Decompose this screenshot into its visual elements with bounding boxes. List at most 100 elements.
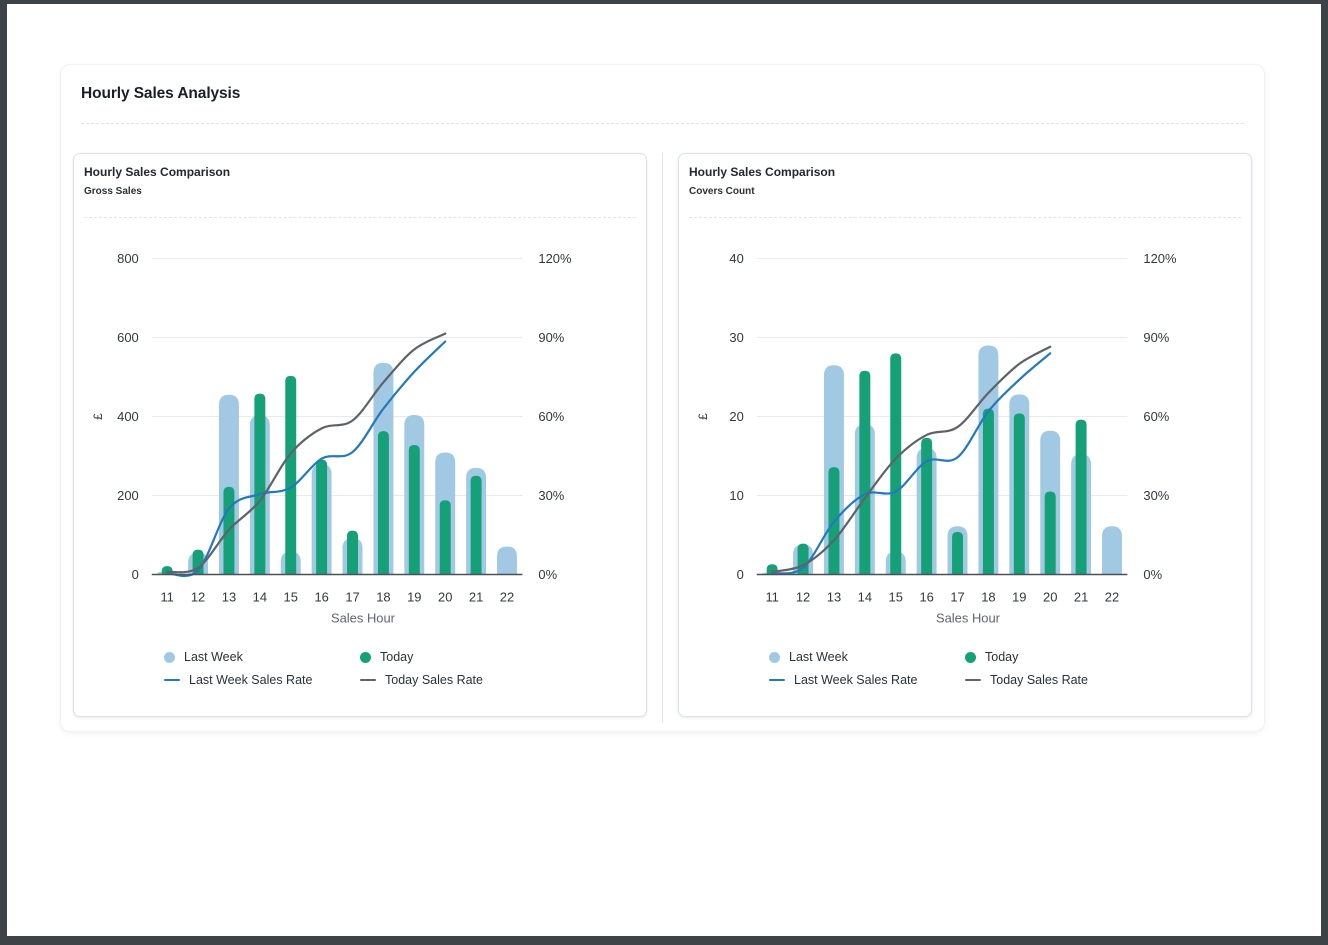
line-last-week-sales-rate[interactable] xyxy=(771,352,1052,575)
bar[interactable] xyxy=(347,530,359,575)
legend-label: Today Sales Rate xyxy=(385,673,483,687)
legend-item-today-sales-rate[interactable]: Today Sales Rate xyxy=(965,672,1161,688)
gross-sales-card: Hourly Sales Comparison Gross Sales 0 200… xyxy=(73,153,647,717)
legend-item-today[interactable]: Today xyxy=(360,649,556,665)
svg-text:13: 13 xyxy=(827,589,841,604)
svg-text:600: 600 xyxy=(117,330,139,345)
svg-text:13: 13 xyxy=(222,589,236,604)
bar[interactable] xyxy=(285,375,297,575)
legend-label: Today xyxy=(985,650,1019,664)
legend-circle-last-week-icon xyxy=(164,651,175,663)
legend-label: Today xyxy=(380,650,414,664)
legend-item-last-week-sales-rate[interactable]: Last Week Sales Rate xyxy=(769,672,965,688)
svg-text:21: 21 xyxy=(469,589,483,604)
legend-label: Last Week Sales Rate xyxy=(189,673,313,687)
svg-text:21: 21 xyxy=(1074,589,1088,604)
title-divider xyxy=(81,123,1244,124)
x-axis: 11 12 13 14 15 16 17 18 19 20 21 22 xyxy=(765,589,1119,604)
svg-text:17: 17 xyxy=(950,589,964,604)
covers-count-card-header: Hourly Sales Comparison Covers Count xyxy=(679,154,1251,199)
svg-text:120%: 120% xyxy=(538,251,572,266)
svg-text:11: 11 xyxy=(160,589,173,604)
svg-text:30%: 30% xyxy=(538,488,564,503)
line-today-sales-rate[interactable] xyxy=(166,332,447,574)
legend-label: Last Week xyxy=(789,650,848,664)
legend-item-last-week[interactable]: Last Week xyxy=(164,649,360,665)
bar-series-today[interactable] xyxy=(766,353,1087,575)
bar[interactable] xyxy=(316,459,328,575)
line-today-sales-rate[interactable] xyxy=(771,345,1052,573)
y-axis-left: 0 200 400 600 800 xyxy=(117,251,139,582)
bar[interactable] xyxy=(497,546,517,575)
bar[interactable] xyxy=(408,444,420,575)
svg-text:20: 20 xyxy=(438,589,452,604)
legend-circle-today-icon xyxy=(965,651,976,663)
bar[interactable] xyxy=(254,393,266,575)
legend-item-last-week-sales-rate[interactable]: Last Week Sales Rate xyxy=(164,672,360,688)
svg-text:20: 20 xyxy=(729,409,743,424)
legend-item-last-week[interactable]: Last Week xyxy=(769,649,965,665)
svg-text:19: 19 xyxy=(1012,589,1026,604)
bar-series-today[interactable] xyxy=(161,375,482,575)
svg-text:18: 18 xyxy=(376,589,390,604)
bar[interactable] xyxy=(1044,491,1056,575)
grid xyxy=(756,258,1128,496)
bar[interactable] xyxy=(439,500,451,575)
svg-text:800: 800 xyxy=(117,251,139,266)
svg-text:10: 10 xyxy=(729,488,743,503)
svg-text:16: 16 xyxy=(314,589,328,604)
bar-series-last-week[interactable] xyxy=(157,362,517,575)
card-divider xyxy=(84,217,636,218)
svg-text:40: 40 xyxy=(729,251,743,266)
covers-count-legend: Last Week Today Last Week Sales Rate Tod… xyxy=(679,649,1251,688)
svg-text:20: 20 xyxy=(1043,589,1057,604)
legend-line-last-week-rate-icon xyxy=(769,678,785,682)
legend-line-today-rate-icon xyxy=(360,678,376,682)
x-axis-title: Sales Hour xyxy=(936,610,1001,625)
legend-circle-last-week-icon xyxy=(769,651,780,663)
bar[interactable] xyxy=(859,370,871,575)
legend-circle-today-icon xyxy=(360,651,371,663)
bar[interactable] xyxy=(1102,526,1122,575)
svg-text:60%: 60% xyxy=(1143,409,1169,424)
svg-text:90%: 90% xyxy=(538,330,564,345)
chart-title: Hourly Sales Comparison xyxy=(84,165,231,179)
line-last-week-sales-rate[interactable] xyxy=(166,340,447,578)
svg-text:0: 0 xyxy=(737,567,744,582)
svg-text:12: 12 xyxy=(796,589,810,604)
svg-text:200: 200 xyxy=(117,488,139,503)
svg-text:30: 30 xyxy=(729,330,743,345)
svg-text:14: 14 xyxy=(858,589,872,604)
bar[interactable] xyxy=(1013,413,1025,575)
svg-text:0%: 0% xyxy=(1143,567,1162,582)
bar[interactable] xyxy=(952,531,964,575)
page-background: Hourly Sales Analysis Hourly Sales Compa… xyxy=(7,4,1321,936)
bar[interactable] xyxy=(1075,419,1087,575)
chart-title: Hourly Sales Comparison xyxy=(689,165,836,179)
svg-text:0: 0 xyxy=(132,567,139,582)
legend-line-today-rate-icon xyxy=(965,678,981,682)
svg-text:19: 19 xyxy=(407,589,421,604)
svg-text:22: 22 xyxy=(500,589,514,604)
bar[interactable] xyxy=(890,353,902,575)
legend-item-today-sales-rate[interactable]: Today Sales Rate xyxy=(360,672,556,688)
svg-text:60%: 60% xyxy=(538,409,564,424)
legend-item-today[interactable]: Today xyxy=(965,649,1161,665)
y-axis-left: 0 10 20 30 40 xyxy=(729,251,743,582)
y-axis-right: 0% 30% 60% 90% 120% xyxy=(538,251,572,582)
bar[interactable] xyxy=(470,475,482,575)
chart-subtitle: Covers Count xyxy=(689,186,755,197)
cards-divider xyxy=(662,153,663,723)
x-axis-title: Sales Hour xyxy=(331,610,396,625)
svg-text:90%: 90% xyxy=(1143,330,1169,345)
grid xyxy=(151,258,523,496)
bar[interactable] xyxy=(982,408,994,575)
bar[interactable] xyxy=(377,431,389,575)
svg-text:30%: 30% xyxy=(1143,488,1169,503)
bar[interactable] xyxy=(921,437,933,575)
legend-label: Last Week xyxy=(184,650,243,664)
legend-label: Today Sales Rate xyxy=(990,673,1088,687)
legend-label: Last Week Sales Rate xyxy=(794,673,918,687)
